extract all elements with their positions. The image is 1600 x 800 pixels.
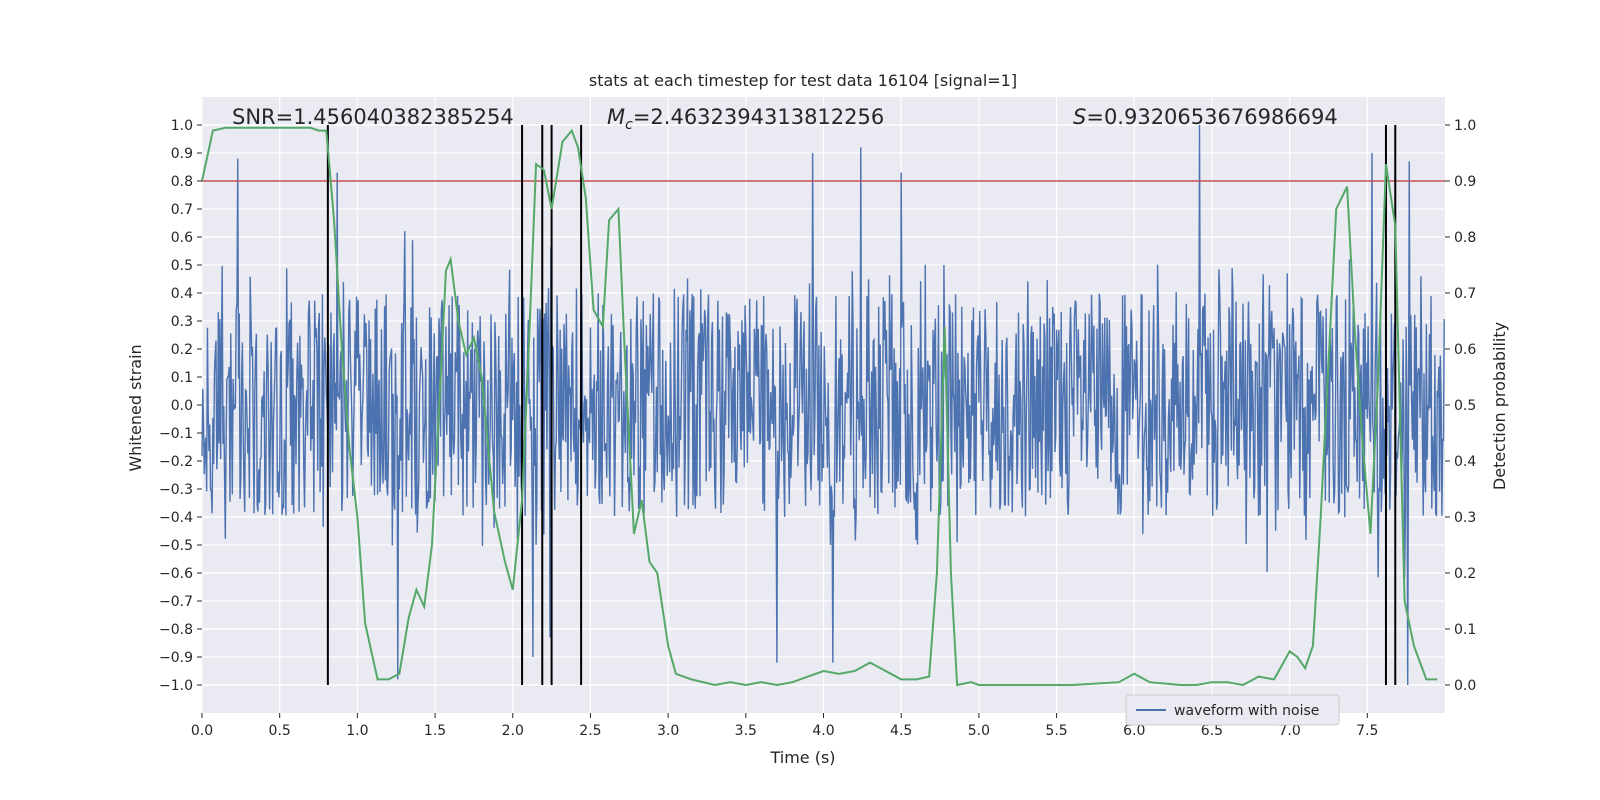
right-y-axis-ticks: 0.0 0.1 0.2 0.3 0.4 0.5 0.6 0.7 0.8 0.9 1.0 bbox=[1445, 118, 1476, 694]
right-y-tick-label: 0.9 bbox=[1454, 174, 1476, 190]
x-tick-label: 6.5 bbox=[1201, 723, 1223, 739]
left-y-tick-label: −0.9 bbox=[159, 650, 193, 666]
x-tick-label: 3.5 bbox=[735, 723, 757, 739]
x-axis-ticks: 0.0 0.5 1.0 1.5 2.0 2.5 3.0 3.5 4.0 4.5 5.0 5.5 6.0 6… bbox=[191, 713, 1378, 739]
chart-title: stats at each timestep for test data 161… bbox=[589, 71, 1017, 90]
left-y-tick-label: 0.4 bbox=[171, 286, 193, 302]
left-y-tick-label: 1.0 bbox=[171, 118, 193, 134]
right-y-tick-label: 0.4 bbox=[1454, 454, 1476, 470]
chirp-mass-subscript: c bbox=[625, 117, 633, 133]
x-tick-label: 4.5 bbox=[890, 723, 912, 739]
left-y-tick-label: −0.1 bbox=[159, 426, 193, 442]
left-y-tick-label: −1.0 bbox=[159, 678, 193, 694]
chirp-mass-annotation: Mc=2.4632394313812256 bbox=[607, 105, 884, 133]
s-symbol: S bbox=[1073, 105, 1086, 129]
left-y-tick-label: 0.0 bbox=[171, 398, 193, 414]
right-y-tick-label: 0.1 bbox=[1454, 622, 1476, 638]
left-y-tick-label: −0.8 bbox=[159, 622, 193, 638]
snr-annotation: SNR=1.456040382385254 bbox=[232, 105, 514, 129]
chirp-mass-symbol: M bbox=[607, 105, 625, 129]
x-axis-label: Time (s) bbox=[769, 748, 835, 767]
legend-label: waveform with noise bbox=[1174, 703, 1319, 719]
x-tick-label: 7.5 bbox=[1356, 723, 1378, 739]
left-y-tick-label: −0.5 bbox=[159, 538, 193, 554]
x-tick-label: 2.5 bbox=[579, 723, 601, 739]
chirp-mass-value: =2.4632394313812256 bbox=[633, 105, 884, 129]
x-tick-label: 0.0 bbox=[191, 723, 213, 739]
left-y-tick-label: 0.7 bbox=[171, 202, 193, 218]
left-y-axis-label: Whitened strain bbox=[126, 344, 145, 471]
x-tick-label: 1.5 bbox=[424, 723, 446, 739]
x-tick-label: 0.5 bbox=[269, 723, 291, 739]
right-y-tick-label: 0.3 bbox=[1454, 510, 1476, 526]
x-tick-label: 7.0 bbox=[1278, 723, 1300, 739]
legend-box bbox=[1125, 694, 1340, 726]
left-y-tick-label: 0.6 bbox=[171, 230, 193, 246]
left-y-tick-label: 0.1 bbox=[171, 370, 193, 386]
x-tick-label: 6.0 bbox=[1123, 723, 1145, 739]
right-y-tick-label: 0.6 bbox=[1454, 342, 1476, 358]
left-y-tick-label: 0.9 bbox=[171, 146, 193, 162]
left-y-tick-label: 0.3 bbox=[171, 314, 193, 330]
left-y-tick-label: −0.6 bbox=[159, 566, 193, 582]
right-y-tick-label: 0.8 bbox=[1454, 230, 1476, 246]
waveform-path bbox=[201, 124, 1445, 686]
x-tick-label: 3.0 bbox=[657, 723, 679, 739]
left-y-tick-label: 0.2 bbox=[171, 342, 193, 358]
right-y-tick-label: 0.5 bbox=[1454, 398, 1476, 414]
detection-probability-line bbox=[201, 126, 1438, 687]
waveform-series bbox=[201, 124, 1445, 686]
left-y-tick-label: 0.5 bbox=[171, 258, 193, 274]
x-tick-label: 4.0 bbox=[812, 723, 834, 739]
x-tick-label: 2.0 bbox=[502, 723, 524, 739]
x-tick-label: 1.0 bbox=[346, 723, 368, 739]
left-y-tick-label: −0.3 bbox=[159, 482, 193, 498]
right-y-tick-label: 0.0 bbox=[1454, 678, 1476, 694]
right-y-tick-label: 0.2 bbox=[1454, 566, 1476, 582]
left-y-tick-label: −0.4 bbox=[159, 510, 193, 526]
right-y-tick-label: 0.7 bbox=[1454, 286, 1476, 302]
x-tick-label: 5.0 bbox=[968, 723, 990, 739]
s-annotation: S=0.9320653676986694 bbox=[1073, 105, 1338, 129]
x-tick-label: 5.5 bbox=[1045, 723, 1067, 739]
left-y-tick-label: −0.7 bbox=[159, 594, 193, 610]
vertical-lines bbox=[326, 125, 1397, 685]
s-value: =0.9320653676986694 bbox=[1086, 105, 1337, 129]
left-y-tick-label: 0.8 bbox=[171, 174, 193, 190]
left-y-tick-label: −0.2 bbox=[159, 454, 193, 470]
right-y-axis-label: Detection probability bbox=[1490, 322, 1509, 490]
left-y-axis-ticks: −1.0 −0.9 −0.8 −0.7 −0.6 −0.5 −0.4 −0.3 −0.2 −0.1… bbox=[159, 118, 202, 694]
legend: waveform with noise bbox=[1125, 694, 1340, 726]
right-y-tick-label: 1.0 bbox=[1454, 118, 1476, 134]
